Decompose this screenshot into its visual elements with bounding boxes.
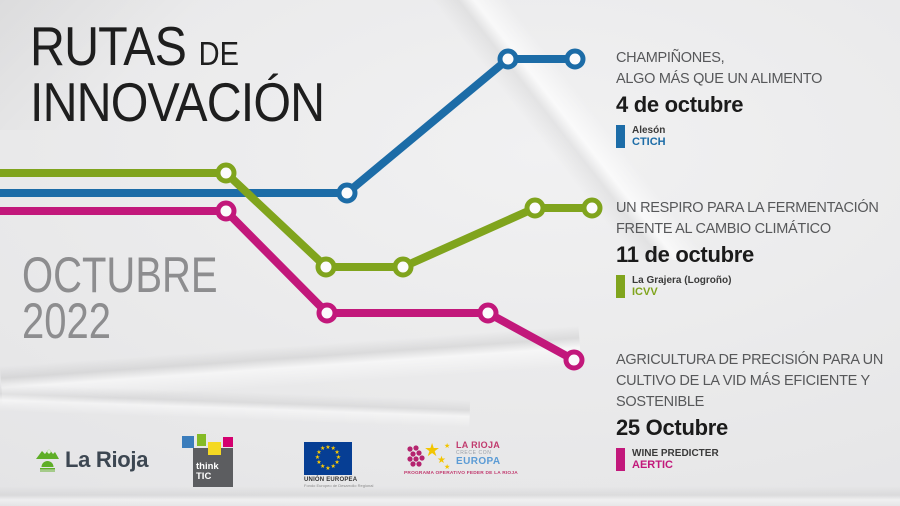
svg-text:★: ★	[444, 463, 450, 471]
route-stop-green	[392, 256, 414, 278]
eu-star-icon: ★	[335, 455, 342, 461]
event-block-fermentacion: UN RESPIRO PARA LA FERMENTACIÓN FRENTE A…	[616, 198, 900, 299]
event-block-agricultura: AGRICULTURA DE PRECISIÓN PARA UN CULTIVO…	[616, 350, 900, 472]
event-date: 25 Octubre	[616, 415, 728, 440]
eu-star-icon: ★	[334, 460, 340, 467]
thinktic-box	[193, 448, 233, 487]
la-rioja-logo: La Rioja	[36, 447, 148, 473]
event-organization: ICVV	[632, 286, 658, 298]
route-stop-blue	[497, 48, 519, 70]
feder-caption: PROGRAMA OPERATIVO FEDER DE LA RIOJA	[404, 471, 518, 476]
eu-star-icon: ★	[330, 445, 336, 452]
eu-star-icon: ★	[334, 449, 340, 456]
event-date: 11 de octubre	[616, 242, 754, 267]
paper-crease	[0, 369, 471, 433]
event-date: 4 de octubre	[616, 92, 744, 117]
eu-flag-icon: ★ ★ ★ ★ ★ ★ ★ ★ ★ ★ ★ ★	[304, 442, 352, 475]
eu-star-icon: ★	[316, 449, 322, 456]
route-stop-magenta	[563, 349, 585, 371]
event-block-champinones: CHAMPIÑONES, ALGO MÁS QUE UN ALIMENTO 4 …	[616, 48, 900, 149]
thinktic-green-square	[197, 434, 206, 446]
event-title: AGRICULTURA DE PRECISIÓN PARA UN CULTIVO…	[616, 352, 884, 410]
month-label: OCTUBRE 2022	[22, 247, 266, 349]
month-name: OCTUBRE	[22, 247, 218, 303]
paper-crease	[0, 486, 900, 506]
route-stop-green	[315, 256, 337, 278]
eu-star-icon: ★	[325, 465, 331, 472]
la-rioja-label: La Rioja	[65, 447, 149, 472]
route-stop-green	[215, 162, 237, 184]
eu-caption: UNIÓN EUROPEA	[304, 477, 358, 483]
svg-text:★: ★	[424, 440, 440, 460]
event-organization: CTICH	[632, 136, 666, 148]
feder-grapes-stars-icon: ★ ★ ★ ★	[407, 440, 450, 471]
legend-color-bar	[616, 275, 625, 298]
event-place: La Grajera (Logroño)	[632, 275, 732, 286]
event-place: WINE PREDICTER	[632, 448, 719, 459]
feder-crece-con-label: CRECE CON	[456, 450, 492, 456]
eu-star-icon: ★	[320, 445, 326, 452]
eu-star-icon: ★	[325, 444, 331, 451]
svg-text:★: ★	[444, 442, 450, 450]
route-stop-blue	[564, 48, 586, 70]
poster-title: RUTAS DE INNOVACIÓN	[30, 19, 364, 133]
route-stop-magenta	[316, 302, 338, 324]
eu-flag-logo: ★ ★ ★ ★ ★ ★ ★ ★ ★ ★ ★ ★ UNIÓN EUROPEA Fondo Europeo…	[304, 442, 374, 488]
svg-text:★: ★	[437, 455, 446, 466]
thinktic-blue-square	[182, 436, 194, 448]
event-place: Alesón	[632, 125, 666, 136]
legend-color-bar	[616, 125, 625, 148]
route-stop-magenta	[477, 302, 499, 324]
legend-color-bar	[616, 448, 625, 471]
eu-star-icon: ★	[316, 460, 322, 467]
route-stop-green	[581, 197, 603, 219]
feder-europa-label: EUROPA	[456, 456, 501, 467]
title-word-innovacion: INNOVACIÓN	[30, 71, 325, 133]
event-legend: Alesón CTICH	[616, 125, 900, 149]
eu-subcaption: Fondo Europeo de Desarrollo Regional	[304, 483, 374, 488]
thinktic-yellow-square	[208, 442, 221, 455]
title-word-de: DE	[198, 35, 239, 72]
route-stop-green	[524, 197, 546, 219]
event-title: CHAMPIÑONES, ALGO MÁS QUE UN ALIMENTO	[616, 50, 823, 87]
eu-star-icon: ★	[330, 464, 336, 471]
thinktic-label: think TIC	[196, 461, 219, 482]
eu-star-icon: ★	[314, 455, 321, 461]
month-year: 2022	[22, 293, 111, 349]
thinktic-magenta-square	[223, 437, 233, 447]
event-legend: La Grajera (Logroño) ICVV	[616, 275, 900, 299]
event-organization: AERTIC	[632, 459, 673, 471]
title-word-rutas: RUTAS	[30, 15, 187, 77]
event-legend: WINE PREDICTER AERTIC	[616, 448, 900, 472]
route-stop-blue	[336, 182, 358, 204]
la-rioja-mountain-icon	[36, 449, 59, 472]
eu-star-icon: ★	[320, 464, 326, 471]
event-title: UN RESPIRO PARA LA FERMENTACIÓN FRENTE A…	[616, 200, 879, 237]
thinktic-logo: think TIC	[182, 434, 234, 488]
feder-la-rioja-label: LA RIOJA	[456, 440, 501, 450]
route-stop-magenta	[215, 200, 237, 222]
